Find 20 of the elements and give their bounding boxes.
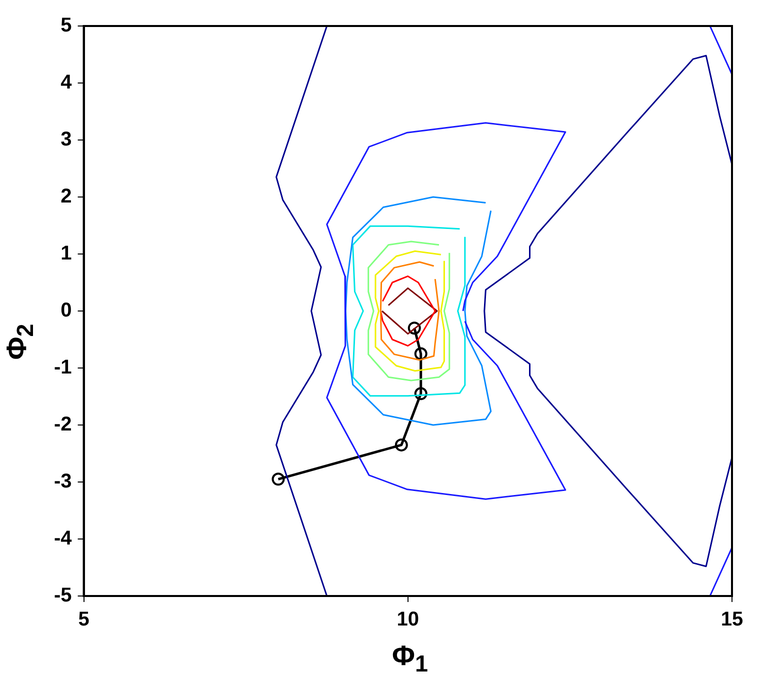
- y-tick-label: 4: [60, 72, 73, 94]
- point: [414, 387, 428, 400]
- y-tick-label: -4: [54, 528, 73, 550]
- y-tick-label: -3: [54, 470, 72, 493]
- point: [414, 347, 428, 360]
- y-tick-label: 5: [60, 14, 72, 37]
- y-tick-label: 1: [60, 242, 72, 265]
- x-tick-label: 15: [720, 608, 744, 631]
- point: [408, 322, 421, 335]
- y-tick-label: 3: [60, 128, 72, 151]
- x-tick-label: 10: [396, 608, 420, 631]
- y-tick-label: 2: [60, 186, 72, 208]
- y-tick-label: -5: [54, 584, 72, 607]
- y-tick-label: 0: [60, 300, 72, 322]
- y-tick-label: -2: [54, 414, 72, 436]
- x-axis-title: Φ$_{1}$: [391, 640, 429, 678]
- x-tick-label: 5: [78, 608, 90, 631]
- point: [272, 472, 285, 486]
- point: [394, 438, 408, 452]
- y-tick-label: -1: [54, 356, 72, 379]
